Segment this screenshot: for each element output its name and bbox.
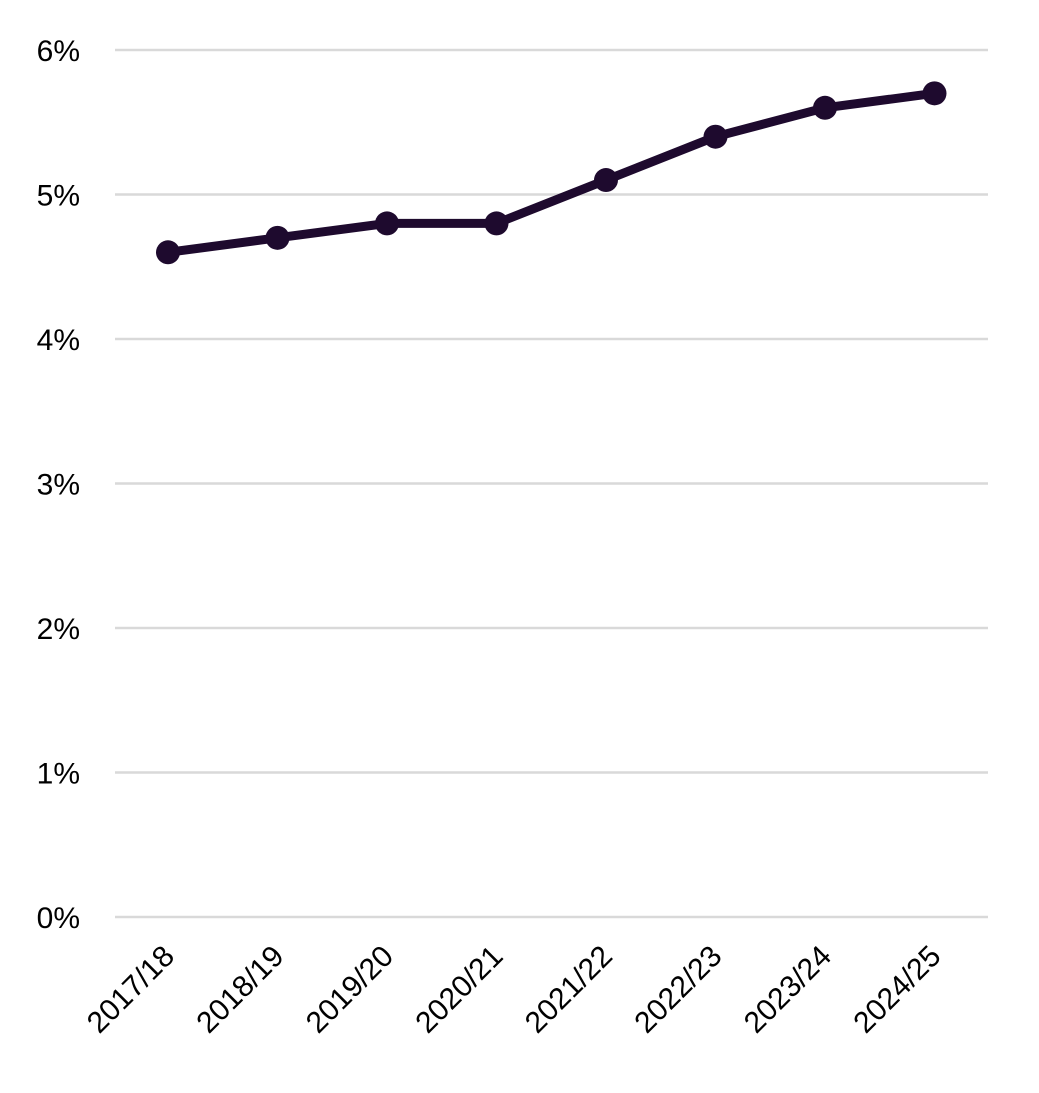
x-tick-label: 2020/21 [409,940,509,1040]
x-tick-label: 2018/19 [190,940,290,1040]
data-point [156,240,180,265]
data-point [484,211,509,236]
gridlines [115,48,988,919]
data-point [703,124,728,149]
y-tick-label: 3% [37,469,80,502]
y-tick-label: 1% [37,758,80,791]
x-tick-label: 2021/22 [519,940,619,1040]
x-tick-label: 2024/25 [847,940,947,1040]
x-tick-label: 2017/18 [81,940,181,1040]
data-point [375,211,399,236]
x-tick-label: 2023/24 [738,940,838,1040]
data-point [813,95,837,120]
y-tick-label: 2% [37,613,80,646]
series-layer [156,81,947,265]
data-point [594,168,618,193]
x-axis-tick-labels: 2017/18 2018/19 2019/20 2020/21 2021/22 2022/… [81,940,948,1040]
x-tick-label: 2022/23 [628,940,728,1040]
y-tick-label: 4% [37,324,80,357]
x-tick-label: 2019/20 [300,940,400,1040]
y-tick-label: 5% [37,180,80,213]
y-tick-label: 0% [37,902,80,935]
y-tick-label: 6% [37,35,80,68]
data-point [922,81,947,106]
y-axis-tick-labels: 0% 1% 2% 3% 4% 5% 6% [37,35,80,935]
series-line [163,88,939,257]
data-point [265,225,290,250]
